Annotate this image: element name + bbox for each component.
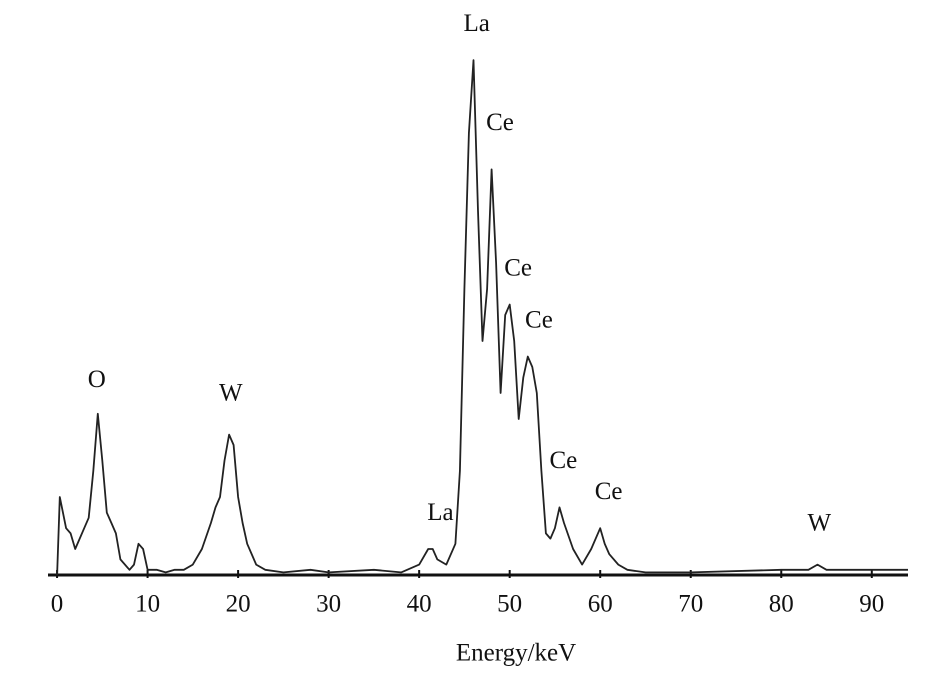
x-tick-label: 30 — [316, 591, 341, 618]
peak-label: W — [219, 379, 243, 406]
peak-label: Ce — [595, 478, 623, 505]
x-tick-label: 90 — [859, 591, 884, 618]
x-tick-label: 60 — [588, 591, 613, 618]
peak-label: W — [807, 509, 831, 536]
peak-label: Ce — [525, 307, 553, 334]
x-tick-label: 20 — [226, 591, 251, 618]
x-tick-label: 0 — [51, 591, 64, 618]
peak-label: O — [88, 366, 106, 393]
x-tick-label: 70 — [678, 591, 703, 618]
x-tick-label: 80 — [769, 591, 794, 618]
peak-label: La — [427, 499, 453, 526]
peak-label: Ce — [486, 109, 514, 136]
spectrum-line — [56, 59, 908, 576]
x-tick-label: 40 — [407, 591, 432, 618]
x-tick-label: 10 — [135, 591, 160, 618]
peak-label: La — [463, 10, 489, 37]
x-axis-label: Energy/keV — [456, 640, 576, 667]
peak-label: Ce — [504, 255, 532, 282]
peak-label: Ce — [549, 447, 577, 474]
x-tick-label: 50 — [497, 591, 522, 618]
